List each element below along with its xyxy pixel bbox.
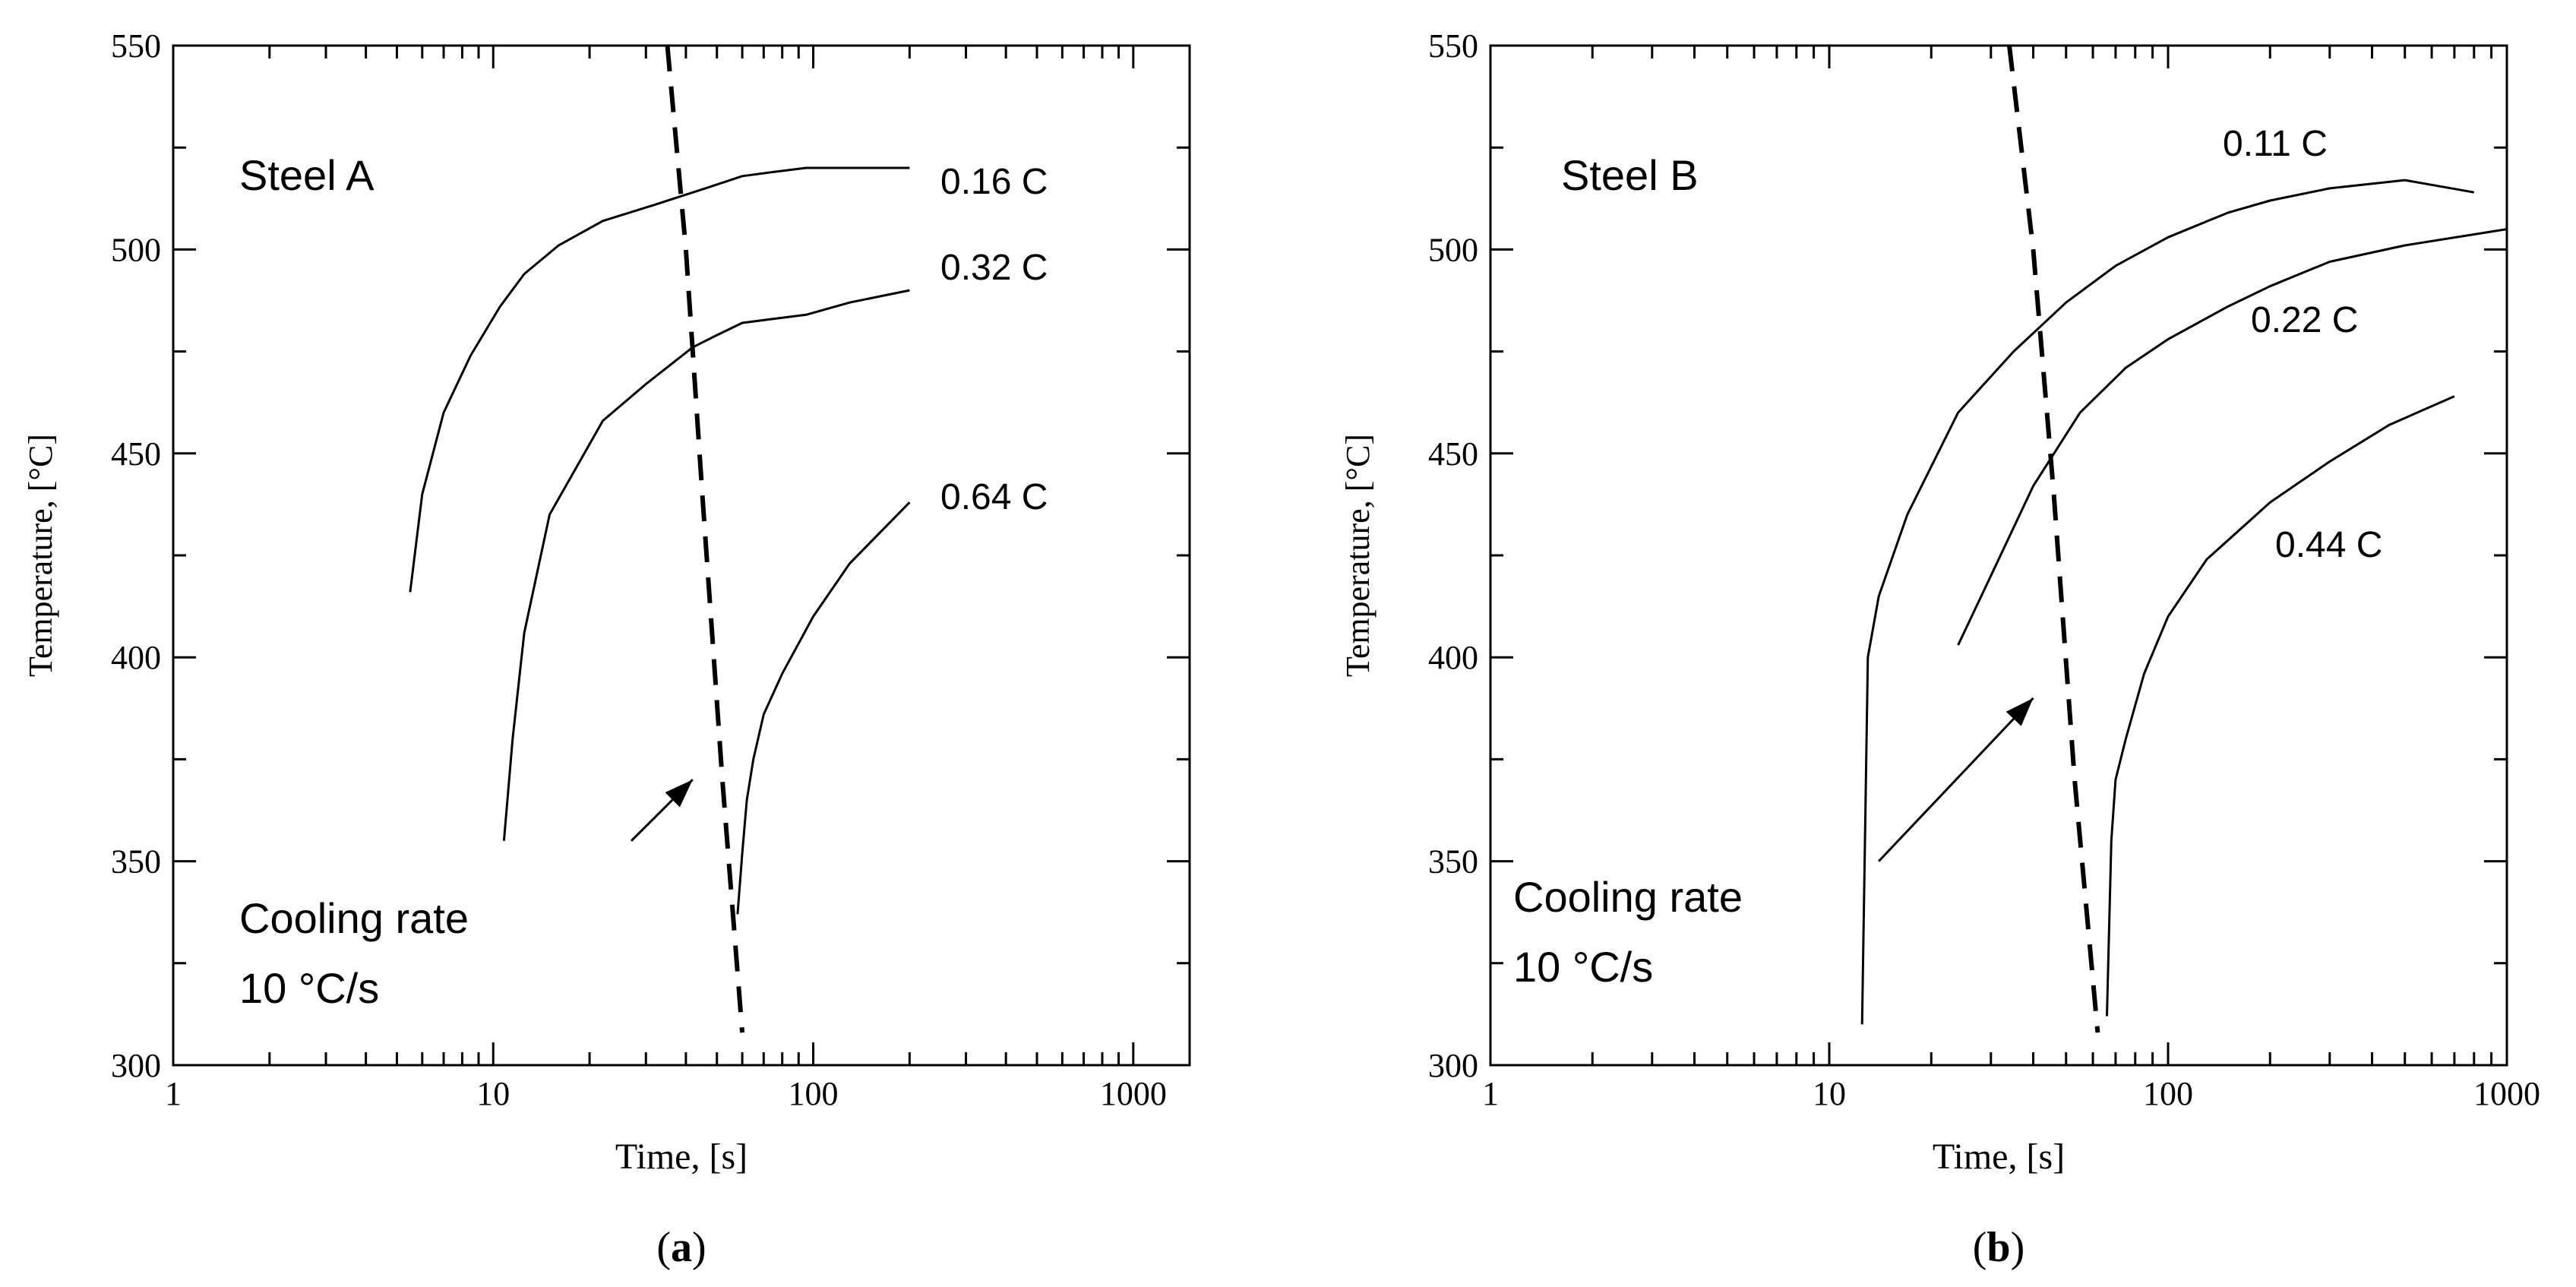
x-tick-label: 10 [1813,1075,1846,1112]
series-line-3 [736,501,911,915]
x-axis-label: Time, [s] [615,1137,748,1177]
cooling-rate-line [2007,45,2100,1033]
y-tick-label: 300 [1428,1047,1478,1084]
series-label-2: 0.32 C [940,248,1048,288]
cooling-rate-line [665,45,745,1033]
y-tick-label: 300 [111,1047,161,1084]
series-label-3: 0.64 C [940,477,1048,517]
x-axis-label: Time, [s] [1933,1137,2065,1177]
x-tick-label: 1 [1482,1075,1499,1112]
panel-label: (a) [656,1224,706,1271]
series-line-3 [2106,395,2455,1017]
annotation-text-line2: 10 °C/s [239,964,379,1012]
annotation-arrow-head [665,779,693,808]
annotation-text-line1: Cooling rate [1513,873,1743,921]
x-tick-label: 1000 [2473,1075,2540,1112]
series-line-1 [409,166,910,593]
panel-b: 300 350 400 450 500 550 1 10 100 1000 Time, [s] Tem… [1339,27,2540,1271]
y-tick-label: 400 [111,639,161,676]
annotation-arrow-line [1878,697,2034,862]
y-tick-label: 500 [1428,231,1478,268]
annotation-text-line1: Cooling rate [239,894,469,942]
y-tick-label: 400 [1428,639,1478,676]
panel-letter: a [671,1224,692,1271]
panel-letter: b [1987,1224,2010,1271]
series-label-2: 0.22 C [2251,300,2358,340]
y-tick-label: 450 [1428,435,1478,473]
y-axis-label: Temperature, [°C] [1339,434,1377,677]
steel-label: Steel B [1561,151,1699,199]
series-label-1: 0.11 C [2223,124,2328,164]
series-line-2 [1957,228,2508,646]
panel-label: (b) [1973,1224,2024,1271]
x-tick-label: 10 [476,1075,510,1112]
x-tick-label: 1 [165,1075,182,1112]
y-tick-label: 550 [111,27,161,65]
series-line-1 [1860,179,2475,1025]
steel-label: Steel A [239,151,375,199]
annotation-arrow-head [2005,697,2034,726]
y-tick-label: 350 [111,843,161,881]
x-tick-label: 100 [789,1075,839,1112]
annotation-text-line2: 10 °C/s [1513,943,1653,991]
series-label-3: 0.44 C [2275,525,2382,565]
y-tick-label: 450 [111,435,161,473]
series-label-1: 0.16 C [940,162,1048,202]
y-tick-label: 500 [111,231,161,268]
x-tick-label: 1000 [1100,1075,1167,1112]
y-tick-label: 350 [1428,843,1478,881]
panel-a: 300 350 400 450 500 550 1 10 100 1000 Time, [s] Tem… [22,27,1191,1271]
y-tick-label: 550 [1428,27,1478,65]
y-axis-label: Temperature, [°C] [22,434,59,677]
x-tick-label: 100 [2143,1075,2193,1112]
